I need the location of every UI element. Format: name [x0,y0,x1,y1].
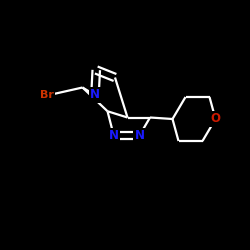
Text: O: O [210,112,220,126]
Text: N: N [90,88,100,102]
Text: N: N [134,129,144,142]
Text: Br: Br [40,90,54,101]
Text: N: N [109,129,119,142]
